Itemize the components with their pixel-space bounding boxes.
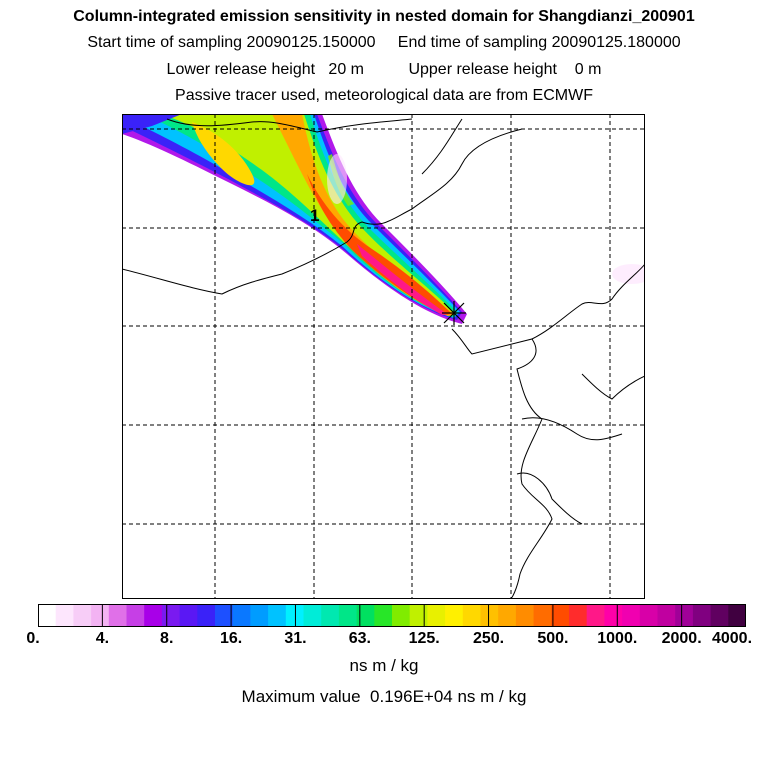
colorbar-swatch (675, 604, 694, 627)
colorbar-swatch (586, 604, 605, 627)
colorbar-swatch (657, 604, 676, 627)
colorbar-swatch (197, 604, 216, 627)
maximum-value-text: Maximum value 0.196E+04 ns m / kg (241, 687, 527, 706)
colorbar-tick-label: 500. (537, 630, 569, 647)
colorbar-swatch (409, 604, 428, 627)
release-height-line: Lower release height 20 m Upper release … (166, 61, 602, 78)
colorbar-units: ns m / kg (349, 656, 419, 675)
colorbar-border (38, 604, 746, 627)
colorbar-swatch (498, 604, 517, 627)
colorbar-swatch (161, 604, 181, 627)
colorbar-swatch (179, 604, 198, 627)
coastlines (122, 118, 645, 599)
tracer-info-line: Passive tracer used, meteorological data… (175, 87, 593, 104)
colorbar-swatch (321, 604, 340, 627)
colorbar-swatch (728, 604, 746, 627)
colorbar-tick-label: 250. (472, 630, 505, 647)
colorbar-tick-label: 125. (408, 630, 440, 647)
colorbar-swatch (551, 604, 570, 627)
colorbar-tick-label: 4. (95, 630, 110, 647)
colorbar-tick-label: 63. (348, 630, 371, 647)
colorbar-swatch (144, 604, 163, 627)
receptor-marker-icon (442, 301, 466, 325)
map-panel: 1 (122, 114, 645, 599)
colorbar-swatch (232, 604, 251, 627)
colorbar-swatch (38, 604, 57, 627)
colorbar-swatch (303, 604, 322, 627)
colorbar-swatch (639, 604, 658, 627)
colorbar-tick-label: 16. (219, 630, 243, 647)
sensitivity-plume (122, 114, 645, 324)
colorbar-tick-label: 2000. (661, 630, 702, 647)
colorbar-swatch (533, 604, 552, 627)
release-point-label: 1 (310, 206, 319, 225)
colorbar (38, 604, 746, 627)
colorbar-tick-label: 8. (160, 630, 174, 647)
lat-lon-grid (122, 114, 645, 599)
colorbar-swatch (710, 604, 729, 627)
colorbar-swatch (73, 604, 92, 627)
colorbar-tick-label: 0. (26, 630, 40, 647)
colorbar-swatch (569, 604, 588, 627)
colorbar-swatch (374, 604, 393, 627)
colorbar-swatch (250, 604, 269, 627)
colorbar-swatch (692, 604, 712, 627)
colorbar-tick-label: 4000. (711, 630, 753, 647)
map-title: Column-integrated emission sensitivity i… (73, 8, 695, 25)
colorbar-tick-label: 31. (284, 630, 307, 647)
colorbar-swatch (515, 604, 535, 627)
colorbar-swatch (604, 604, 623, 627)
colorbar-swatch (108, 604, 127, 627)
colorbar-swatch (480, 604, 499, 627)
sampling-time-line: Start time of sampling 20090125.150000 E… (87, 34, 681, 51)
colorbar-swatch (55, 604, 74, 627)
colorbar-swatch (338, 604, 358, 627)
colorbar-swatch (462, 604, 481, 627)
colorbar-swatch (427, 604, 446, 627)
colorbar-swatch (622, 604, 641, 627)
colorbar-swatch (285, 604, 304, 627)
colorbar-swatch (91, 604, 110, 627)
colorbar-swatch (268, 604, 287, 627)
colorbar-swatch (126, 604, 145, 627)
colorbar-swatch (215, 604, 234, 627)
colorbar-swatch (356, 604, 375, 627)
colorbar-swatch (392, 604, 411, 627)
colorbar-tick-label: 1000. (597, 630, 638, 647)
colorbar-swatch (445, 604, 464, 627)
